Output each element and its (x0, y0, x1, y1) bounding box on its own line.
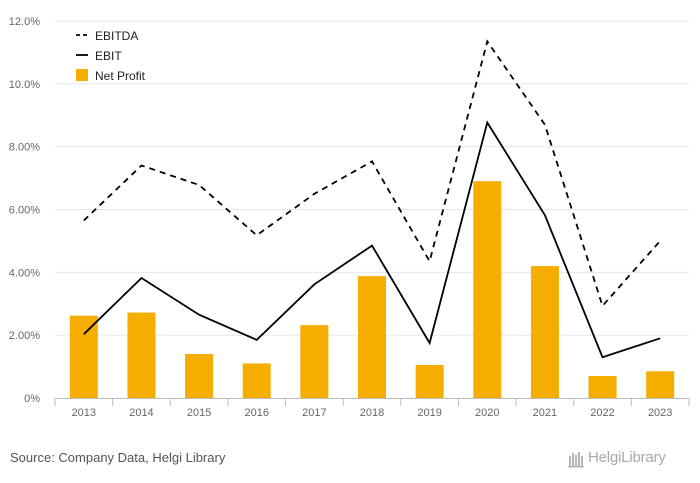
x-tick-label: 2017 (302, 407, 326, 419)
net-profit-bar (473, 181, 502, 398)
series-lines (83, 39, 661, 359)
x-tick-label: 2023 (648, 407, 672, 419)
net-profit-bar (300, 325, 329, 398)
net-profit-bar (127, 312, 156, 398)
x-tick-label: 2015 (187, 407, 211, 419)
x-tick-label: 2016 (244, 407, 268, 419)
x-tick-label: 2021 (533, 407, 557, 419)
net-profit-bar (588, 376, 617, 398)
net-profit-bar (185, 354, 214, 398)
x-tick-label: 2020 (475, 407, 499, 419)
y-tick-label: 6.00% (9, 205, 40, 217)
y-tick-label: 2.00% (9, 330, 40, 342)
x-tick-label: 2014 (129, 407, 153, 419)
y-tick-label: 0% (24, 393, 40, 405)
y-tick-label: 4.00% (9, 267, 40, 279)
net-profit-bar (415, 365, 444, 398)
chart: 0% 2.00% 4.00% 6.00% 8.00% 10.0% 12.0% 2013 2014… (9, 16, 690, 419)
legend: EBITDA EBIT Net Profit (76, 29, 146, 83)
brand-name: HelgiLibrary (588, 449, 666, 466)
source-note: Source: Company Data, Helgi Library (10, 450, 226, 465)
net-profit-bar (646, 371, 675, 398)
legend-label: Net Profit (95, 69, 146, 83)
x-tick-label: 2019 (417, 407, 441, 419)
legend-label: EBIT (95, 49, 122, 63)
net-profit-bar (242, 363, 271, 398)
library-icon (568, 452, 584, 468)
ebit-line (83, 120, 661, 359)
axes: 0% 2.00% 4.00% 6.00% 8.00% 10.0% 12.0% 2013 2014… (9, 16, 690, 419)
y-tick-label: 10.0% (9, 79, 40, 91)
x-tick-label: 2022 (590, 407, 614, 419)
ebitda-line (83, 39, 661, 308)
gridlines (55, 20, 689, 336)
net-profit-bars (69, 181, 675, 398)
legend-swatch-net-profit (76, 69, 88, 81)
y-tick-label: 12.0% (9, 16, 40, 28)
x-tick-label: 2013 (72, 407, 96, 419)
y-tick-label: 8.00% (9, 142, 40, 154)
net-profit-bar (358, 276, 386, 398)
x-tick-label: 2018 (360, 407, 384, 419)
net-profit-bar (530, 266, 559, 398)
net-profit-bar (69, 315, 98, 398)
legend-label: EBITDA (95, 29, 138, 43)
